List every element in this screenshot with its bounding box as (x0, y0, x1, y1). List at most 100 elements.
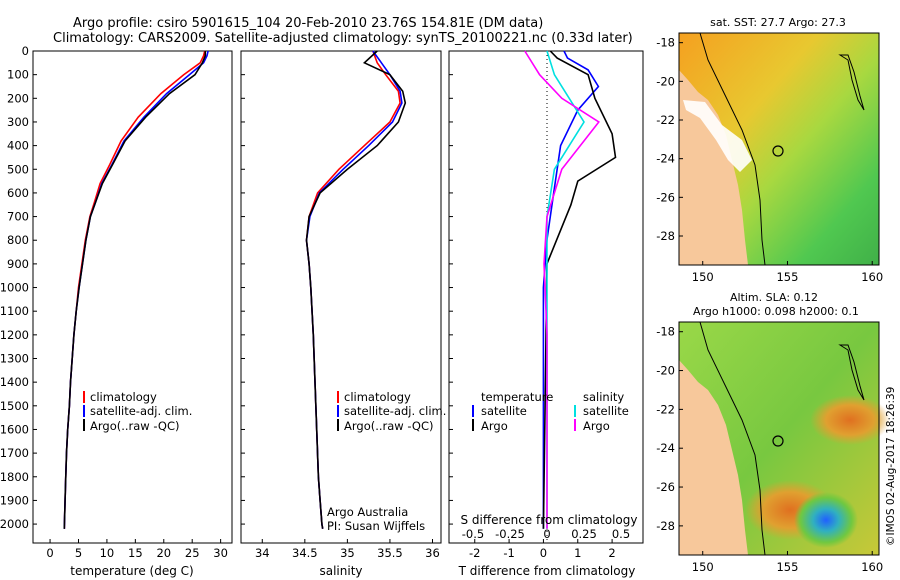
x-tick-label: 10 (100, 546, 115, 560)
sla-argo-position (772, 435, 784, 447)
map-x-tick-label: 150 (692, 560, 714, 574)
depth-tick-label: 2000 (0, 517, 29, 531)
map-y-tick-label: -28 (656, 229, 675, 243)
x-tick-label: -1 (503, 546, 514, 560)
difference-xlabel: T difference from climatology (458, 564, 636, 578)
depth-tick-label: 1500 (0, 399, 29, 413)
map-x-tick-label: 160 (861, 560, 883, 574)
depth-tick-label: 1200 (0, 328, 29, 342)
x-tick-label: 1 (574, 546, 581, 560)
legend-label-t-argo: Argo (481, 419, 508, 433)
temperature-legend: climatology satellite-adj. clim. Argo(..… (83, 390, 192, 433)
sla-map-title1: Altim. SLA: 0.12 (730, 291, 818, 304)
map-x-tick-label: 155 (776, 270, 798, 284)
legend-label-s-satellite: satellite (583, 404, 629, 418)
depth-tick-label: 700 (7, 210, 29, 224)
sla-land (679, 322, 748, 555)
x-tick-label: -2 (469, 546, 480, 560)
x-tick-label: 0 (46, 546, 53, 560)
salinity-panel-frame (240, 50, 442, 544)
x-tick-label: 34 (255, 546, 270, 560)
salinity-xlabel: salinity (319, 564, 362, 578)
map-x-tick-label: 155 (776, 560, 798, 574)
legend-label-climatology: climatology (90, 390, 157, 404)
depth-tick-label: 1700 (0, 446, 29, 460)
series-line-argo-raw-qc- (305, 50, 407, 529)
map-x-tick-label: 150 (692, 270, 714, 284)
credit-line1: Argo Australia (327, 505, 408, 519)
sla-shelf-contour (699, 321, 766, 556)
series-line-salinity-argo (524, 50, 600, 529)
depth-tick-label: 500 (7, 162, 29, 176)
series-line-temperature-satellite (542, 50, 600, 529)
sst-map: sat. SST: 27.7 Argo: 27.3 -18 -20 -22 -24 -2… (656, 16, 883, 284)
header-line2: Climatology: CARS2009. Satellite-adjuste… (53, 31, 633, 46)
legend-salinity-heading: salinity (583, 390, 624, 404)
sla-map-frame (678, 321, 880, 556)
depth-tick-label: 1100 (0, 304, 29, 318)
map-y-tick-label: -22 (656, 113, 675, 127)
depth-tick-label: 1800 (0, 470, 29, 484)
salinity-lines (305, 50, 407, 529)
map-y-tick-label: -20 (656, 364, 675, 378)
imos-credit: ©IMOS 02-Aug-2017 18:26:39 (885, 387, 897, 546)
sla-reef-contour (838, 344, 865, 401)
map-y-tick-label: -20 (656, 74, 675, 88)
depth-tick-label: 0 (22, 44, 29, 58)
series-line-argo-raw-qc- (63, 51, 207, 529)
legend-label-argo: Argo(..raw -QC) (344, 419, 434, 433)
s-tick-label: 0.25 (571, 527, 597, 541)
sla-cold-eddy (794, 492, 858, 548)
legend-label-s-argo: Argo (583, 419, 610, 433)
depth-tick-label: 300 (7, 115, 29, 129)
x-tick-label: 2 (608, 546, 615, 560)
s-tick-label: -0.25 (495, 527, 525, 541)
x-tick-label: 20 (156, 546, 171, 560)
x-tick-label: 0 (540, 546, 547, 560)
map-y-tick-label: -18 (656, 36, 675, 50)
map-y-tick-label: -26 (656, 190, 675, 204)
depth-tick-label: 200 (7, 91, 29, 105)
map-x-tick-label: 160 (861, 270, 883, 284)
sst-reef-contour (838, 54, 865, 111)
depth-tick-label: 100 (7, 68, 29, 82)
x-tick-label: 15 (128, 546, 143, 560)
legend-label-argo: Argo(..raw -QC) (90, 419, 180, 433)
x-tick-label: 30 (213, 546, 228, 560)
depth-tick-label: 1900 (0, 493, 29, 507)
salinity-legend: climatology satellite-adj. clim. Argo(..… (327, 390, 446, 533)
depth-axis: 0 100 200 300 400 500 600 700 800 900 1000 1100 1200… (0, 44, 453, 531)
credit-line2: PI: Susan Wijffels (327, 519, 425, 533)
depth-tick-label: 1600 (0, 422, 29, 436)
legend-label-climatology: climatology (344, 390, 411, 404)
s-tick-label: 0 (543, 527, 550, 541)
depth-tick-label: 400 (7, 139, 29, 153)
depth-tick-label: 1000 (0, 281, 29, 295)
x-tick-label: 34.5 (292, 546, 318, 560)
depth-tick-label: 800 (7, 233, 29, 247)
sst-argo-position (772, 145, 784, 157)
temperature-lines (63, 50, 209, 529)
difference-lines (524, 50, 617, 529)
x-tick-label: 5 (75, 546, 82, 560)
temperature-xlabel: temperature (deg C) (70, 564, 193, 578)
sla-map: Altim. SLA: 0.12 Argo h1000: 0.098 h2000… (656, 291, 890, 574)
depth-tick-label: 1400 (0, 375, 29, 389)
sst-map-frame (678, 32, 880, 266)
x-tick-label: 35 (340, 546, 355, 560)
s-tick-label: 0.5 (612, 527, 630, 541)
map-y-tick-label: -22 (656, 402, 675, 416)
temperature-x-axis: 0 5 10 15 20 25 30 (46, 539, 228, 560)
legend-label-satellite: satellite-adj. clim. (90, 404, 192, 418)
sst-land (679, 33, 748, 265)
legend-label-satellite: satellite-adj. clim. (344, 404, 446, 418)
depth-tick-label: 600 (7, 186, 29, 200)
difference-x-axis: -2 -1 0 1 2 (469, 539, 616, 560)
legend-label-t-satellite: satellite (481, 404, 527, 418)
depth-tick-label: 1300 (0, 352, 29, 366)
map-y-tick-label: -24 (656, 441, 675, 455)
sla-map-title2: Argo h1000: 0.098 h2000: 0.1 (693, 305, 859, 318)
map-y-tick-label: -26 (656, 480, 675, 494)
x-tick-label: 25 (185, 546, 200, 560)
